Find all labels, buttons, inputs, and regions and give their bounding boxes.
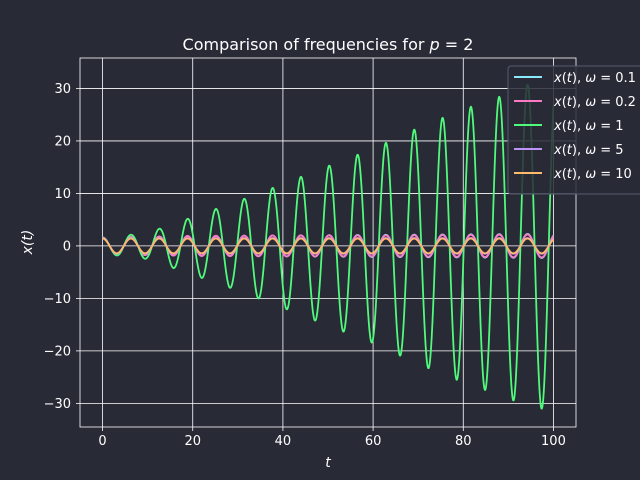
y-tick-label: −10 <box>44 292 71 307</box>
y-tick-label: 30 <box>54 82 71 97</box>
x-ticks: 0 20 40 60 80 100 <box>98 427 566 449</box>
grid <box>80 58 576 427</box>
x-tick-label: 100 <box>541 434 566 449</box>
x-tick-label: 80 <box>455 434 472 449</box>
x-tick-label: 20 <box>184 434 201 449</box>
legend: x(t), ω = 0.1 x(t), ω = 0.2 x(t), ω = 1 x(t… <box>507 65 640 195</box>
legend-label: x(t), ω = 10 <box>553 167 632 182</box>
chart-title: Comparison of frequencies for p = 2 <box>183 35 474 54</box>
legend-label: x(t), ω = 0.2 <box>553 95 636 110</box>
y-tick-label: 0 <box>63 239 71 254</box>
x-tick-label: 40 <box>275 434 292 449</box>
legend-label: x(t), ω = 0.1 <box>553 71 636 86</box>
y-tick-label: −30 <box>44 397 71 412</box>
y-tick-label: 10 <box>54 187 71 202</box>
y-tick-label: 20 <box>54 134 71 149</box>
x-tick-label: 0 <box>98 434 106 449</box>
legend-label: x(t), ω = 5 <box>553 143 624 158</box>
y-ticks: −30 −20 −10 0 10 20 30 <box>44 82 80 412</box>
legend-box <box>507 65 640 195</box>
x-tick-label: 60 <box>365 434 382 449</box>
legend-label: x(t), ω = 1 <box>553 119 624 134</box>
y-tick-label: −20 <box>44 344 71 359</box>
series-line-omega-10 <box>102 237 555 255</box>
y-axis-label: x(t) <box>20 230 36 256</box>
series-lines <box>102 83 555 410</box>
series-line-omega-1 <box>102 83 555 410</box>
x-axis-label: t <box>325 455 331 471</box>
